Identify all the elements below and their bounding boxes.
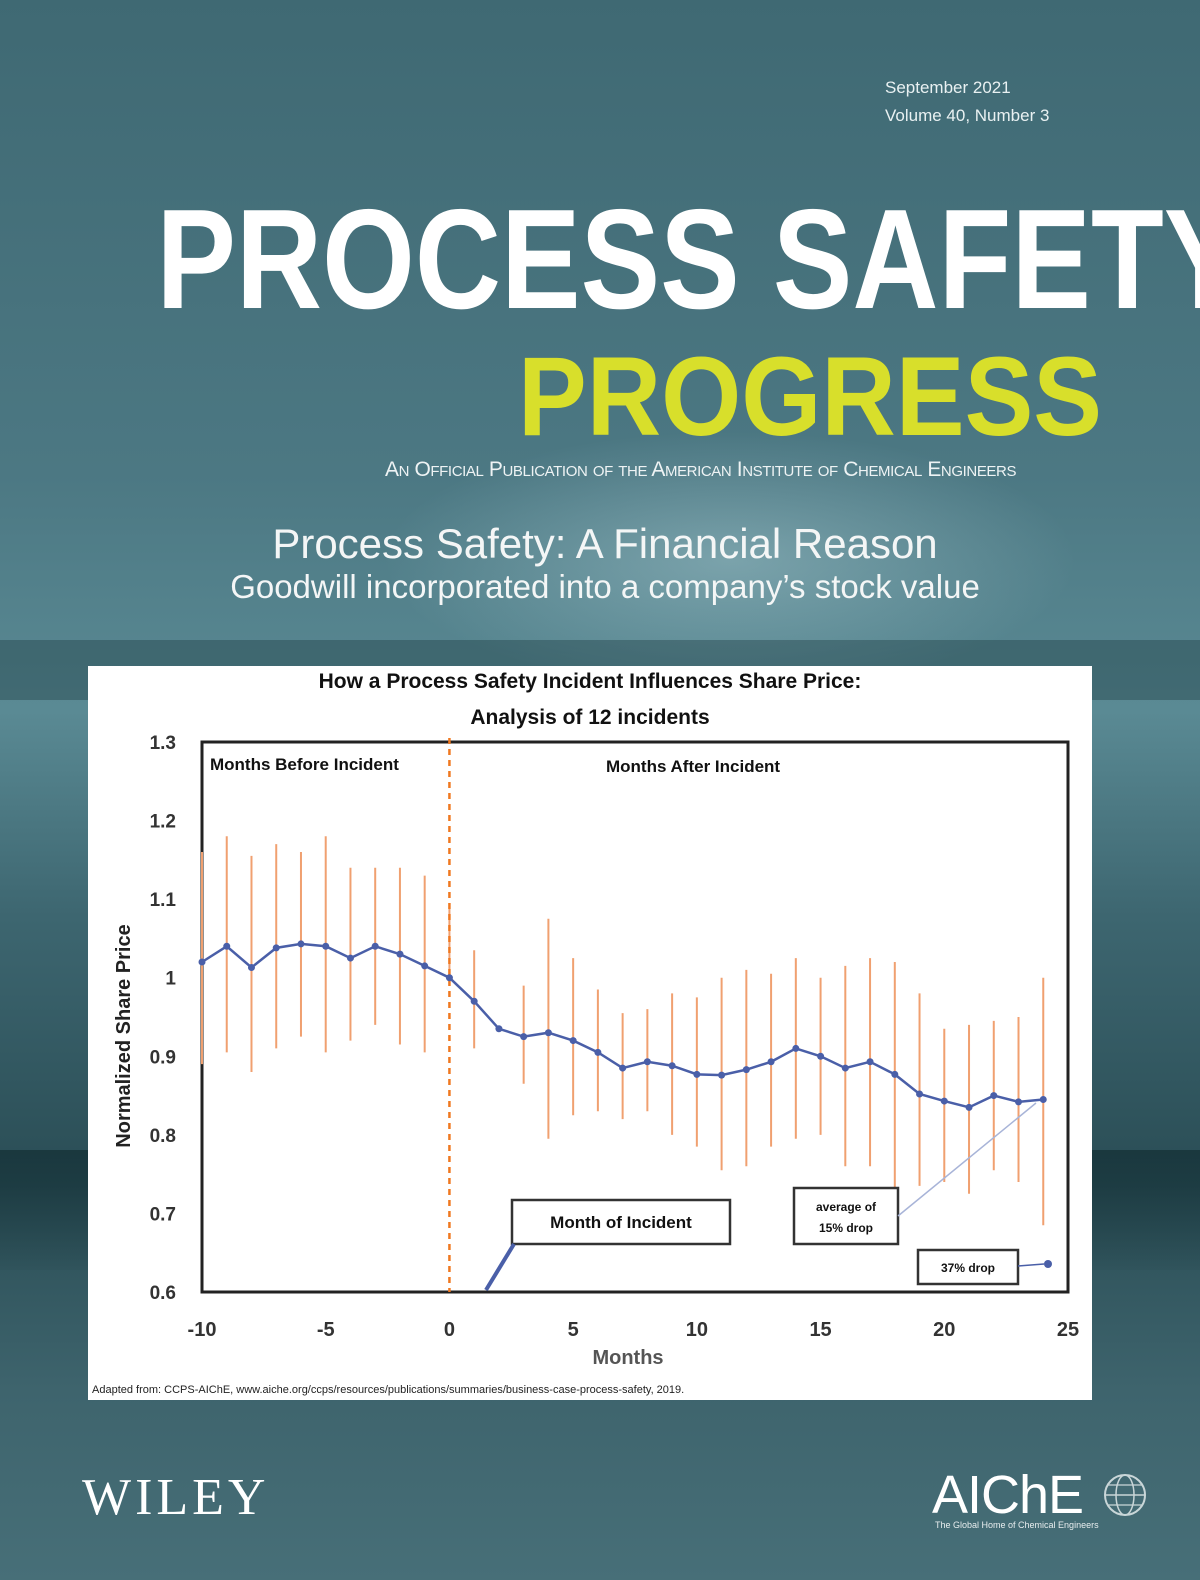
x-tick-label: -5 bbox=[317, 1319, 335, 1341]
x-tick-label: 10 bbox=[686, 1319, 708, 1341]
data-point bbox=[990, 1092, 998, 1100]
callout-box bbox=[916, 1248, 1020, 1286]
data-point bbox=[520, 1033, 528, 1041]
cover-headline: Process Safety: A Financial Reason bbox=[272, 520, 938, 567]
data-point bbox=[891, 1070, 899, 1078]
annotation-months-after: Months After Incident bbox=[606, 757, 780, 776]
data-point bbox=[396, 950, 404, 958]
y-tick-label: 1.2 bbox=[150, 812, 176, 833]
background-glow bbox=[380, 430, 1080, 690]
issue-volume: Volume 40, Number 3 bbox=[885, 106, 1050, 125]
data-point bbox=[1039, 1096, 1047, 1103]
share-price-chart: How a Process Safety Incident Influences… bbox=[113, 670, 1080, 1369]
data-point bbox=[569, 1037, 577, 1045]
y-tick-label: 0.6 bbox=[150, 1283, 176, 1304]
data-point bbox=[198, 958, 206, 966]
data-point bbox=[693, 1070, 701, 1078]
data-point bbox=[619, 1064, 627, 1072]
callout-box bbox=[510, 1198, 732, 1246]
data-point bbox=[495, 1025, 503, 1033]
x-tick-label: 0 bbox=[444, 1319, 455, 1341]
y-tick-label: 0.8 bbox=[150, 1126, 176, 1147]
x-axis-ticks: -10 -5 0 5 10 15 20 25 bbox=[188, 1319, 1080, 1341]
month-of-incident-callout: Month of Incident bbox=[484, 1198, 732, 1292]
callout-month-of-incident: Month of Incident bbox=[550, 1213, 692, 1232]
data-point bbox=[594, 1048, 602, 1056]
aiche-logo: AIChE bbox=[932, 1465, 1084, 1525]
data-point bbox=[346, 954, 354, 962]
issue-date: September 2021 bbox=[885, 78, 1011, 97]
data-point bbox=[371, 942, 379, 950]
wiley-logo: WILEY bbox=[82, 1469, 270, 1526]
chart-credit: Adapted from: CCPS-AIChE, www.aiche.org/… bbox=[92, 1384, 685, 1396]
journal-title: PROCESS SAFETY bbox=[156, 180, 1200, 339]
x-tick-label: -10 bbox=[188, 1319, 217, 1341]
x-tick-label: 15 bbox=[809, 1319, 831, 1341]
callout-pointer bbox=[897, 1102, 1037, 1217]
chart-subtitle: Analysis of 12 incidents bbox=[470, 706, 709, 729]
data-point bbox=[767, 1058, 775, 1066]
data-point bbox=[742, 1066, 750, 1074]
data-point bbox=[817, 1052, 825, 1060]
journal-subtitle: PROGRESS bbox=[518, 334, 1103, 459]
data-point bbox=[940, 1097, 948, 1105]
data-point bbox=[668, 1062, 676, 1070]
globe-icon bbox=[1104, 1474, 1146, 1516]
data-point bbox=[841, 1064, 849, 1072]
cover-subheadline: Goodwill incorporated into a company’s s… bbox=[230, 568, 980, 605]
data-point bbox=[643, 1058, 651, 1066]
data-point bbox=[718, 1071, 726, 1079]
callout-box bbox=[792, 1186, 900, 1246]
annotation-months-before: Months Before Incident bbox=[210, 755, 399, 774]
chart-title: How a Process Safety Incident Influences… bbox=[319, 670, 862, 693]
data-point bbox=[965, 1103, 973, 1111]
data-point bbox=[247, 964, 255, 971]
x-tick-label: 20 bbox=[933, 1319, 955, 1341]
x-tick-label: 25 bbox=[1057, 1319, 1079, 1341]
drop-callout: 37% drop bbox=[916, 1248, 1052, 1286]
aiche-tagline: The Global Home of Chemical Engineers bbox=[935, 1520, 1099, 1530]
data-point bbox=[445, 974, 453, 982]
data-point bbox=[544, 1029, 552, 1037]
data-point bbox=[322, 942, 330, 950]
y-tick-label: 1.1 bbox=[150, 890, 177, 911]
data-point bbox=[223, 942, 231, 950]
y-tick-label: 0.7 bbox=[150, 1204, 176, 1225]
data-point bbox=[470, 997, 478, 1005]
issue-info: September 2021 Volume 40, Number 3 bbox=[885, 74, 1049, 130]
callout-average-line1: average of bbox=[816, 1200, 877, 1214]
data-point bbox=[272, 944, 280, 952]
data-point bbox=[297, 940, 305, 948]
error-bars bbox=[201, 836, 1045, 1226]
data-point bbox=[916, 1090, 924, 1098]
y-axis-ticks: 0.6 0.7 0.8 0.9 1 1.1 1.2 1.3 bbox=[150, 733, 177, 1304]
data-points bbox=[198, 940, 1047, 1111]
y-tick-label: 1 bbox=[165, 969, 176, 990]
journal-tagline: An Official Publication of the American … bbox=[385, 458, 1017, 481]
callout-pointer bbox=[1017, 1263, 1045, 1267]
data-point bbox=[421, 962, 429, 970]
y-axis-label: Normalized Share Price bbox=[113, 924, 135, 1147]
y-tick-label: 1.3 bbox=[150, 733, 176, 754]
x-tick-label: 5 bbox=[568, 1319, 579, 1341]
data-point bbox=[866, 1058, 874, 1066]
callout-point bbox=[1044, 1260, 1052, 1268]
chart-panel: How a Process Safety Incident Influences… bbox=[88, 666, 1092, 1400]
x-axis-label: Months bbox=[592, 1347, 663, 1369]
data-point bbox=[1015, 1098, 1023, 1106]
callout-arrow bbox=[484, 1242, 516, 1292]
y-tick-label: 0.9 bbox=[150, 1047, 176, 1068]
callout-37-drop: 37% drop bbox=[941, 1261, 995, 1275]
callout-average-line2: 15% drop bbox=[819, 1221, 873, 1235]
data-point bbox=[792, 1044, 800, 1052]
average-drop-callout: average of 15% drop bbox=[792, 1102, 1037, 1246]
